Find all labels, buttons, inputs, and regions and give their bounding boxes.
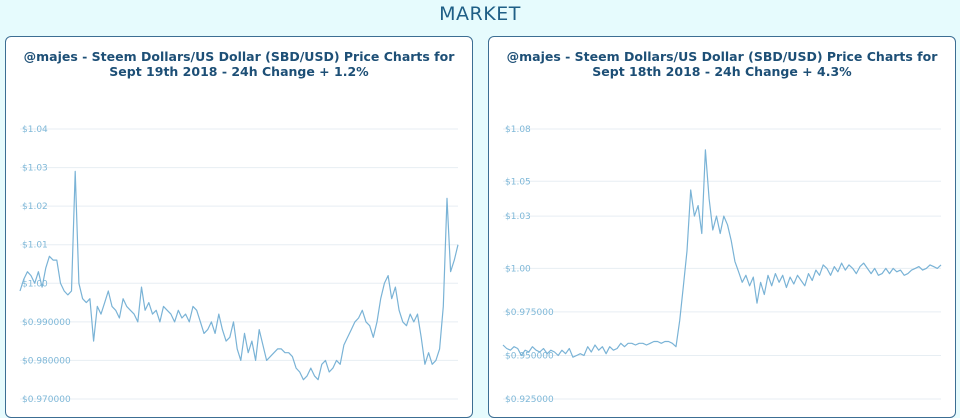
chart-card-sept-19: @majes - Steem Dollars/US Dollar (SBD/US…: [5, 36, 473, 418]
chart-title: @majes - Steem Dollars/US Dollar (SBD/US…: [506, 49, 938, 79]
y-tick-label: $0.990000: [22, 318, 71, 328]
y-tick-label: $1.05: [505, 177, 531, 187]
y-tick-label: $1.08: [505, 125, 531, 135]
y-tick-label: $1.04: [22, 125, 48, 135]
line-chart-sept-19: $1.04 $1.03 $1.02 $1.01 $1.00 $0.990000 $0.980…: [19, 125, 459, 405]
y-tick-label: $1.03: [22, 164, 48, 174]
y-tick-label: $0.975000: [505, 308, 554, 318]
y-tick-label: $0.980000: [22, 356, 71, 366]
market-title: MARKET: [439, 3, 521, 25]
y-tick-label: $1.01: [22, 241, 48, 251]
y-tick-label: $0.925000: [505, 395, 554, 405]
y-tick-label: $1.02: [22, 202, 48, 212]
y-tick-label: $1.00: [22, 279, 48, 289]
line-chart-sept-18: $1.08 $1.05 $1.03 $1.00 $0.975000 $0.950000 $0…: [502, 125, 942, 405]
y-tick-label: $1.03: [505, 212, 531, 222]
y-tick-label: $1.00: [505, 264, 531, 274]
y-tick-label: $0.970000: [22, 395, 71, 405]
market-header: MARKET: [0, 0, 960, 30]
chart-title: @majes - Steem Dollars/US Dollar (SBD/US…: [23, 49, 455, 79]
price-series-line: [19, 170, 459, 381]
y-tick-label: $0.950000: [505, 351, 554, 361]
chart-card-sept-18: @majes - Steem Dollars/US Dollar (SBD/US…: [488, 36, 956, 418]
price-series-line: [502, 149, 942, 358]
